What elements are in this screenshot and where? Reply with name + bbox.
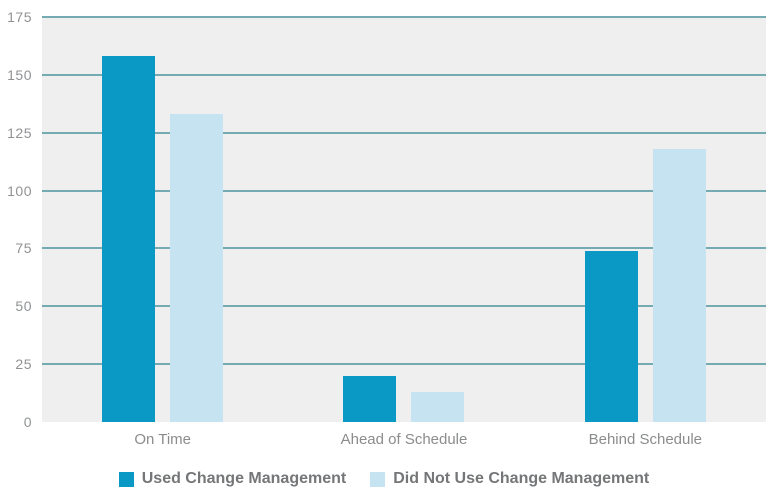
bar-did-not-use-change-management [170,114,224,422]
gridline-150 [42,73,766,76]
y-tick-label-50: 50 [15,298,32,315]
bar-used-change-management [102,56,156,422]
y-tick-label-100: 100 [7,182,32,199]
category-label-ahead-of-schedule: Ahead of Schedule [340,431,468,448]
x-axis-labels: On Time Ahead of Schedule Behind Schedule [42,431,766,448]
legend-item-used-change-management: Used Change Management [118,470,347,488]
y-tick-label-75: 75 [15,240,32,257]
bar-used-change-management [343,375,397,422]
y-tick-label-175: 175 [7,9,32,25]
y-tick-label-125: 125 [7,124,32,141]
gridline-50 [42,305,766,308]
y-tick-label-25: 25 [15,356,32,373]
gridline-100 [42,189,766,192]
gridline-25 [42,363,766,366]
legend-label: Did Not Use Change Management [393,470,650,487]
bar-did-not-use-change-management [652,148,706,422]
category-label-behind-schedule: Behind Schedule [588,431,703,448]
gridline-125 [42,131,766,134]
bars-layer [42,17,766,422]
legend-swatch-icon [370,471,386,487]
bar-did-not-use-change-management [411,391,465,422]
bar-group-behind-schedule [525,17,766,422]
bar-group-ahead-of-schedule [283,17,524,422]
bar-used-change-management [584,250,638,422]
legend-item-did-not-use-change-management: Did Not Use Change Management [370,470,649,488]
plot-area [42,16,766,422]
y-axis: 0 25 50 75 100 125 150 175 [0,9,34,430]
legend: Used Change Management Did Not Use Change… [0,470,768,488]
bar-group-on-time [42,17,283,422]
category-label-on-time: On Time [134,431,191,448]
gridline-175 [42,16,766,18]
gridline-75 [42,247,766,250]
legend-label: Used Change Management [141,470,347,487]
y-tick-label-0: 0 [23,414,32,430]
y-tick-label-150: 150 [7,66,32,83]
legend-swatch-icon [118,471,134,487]
